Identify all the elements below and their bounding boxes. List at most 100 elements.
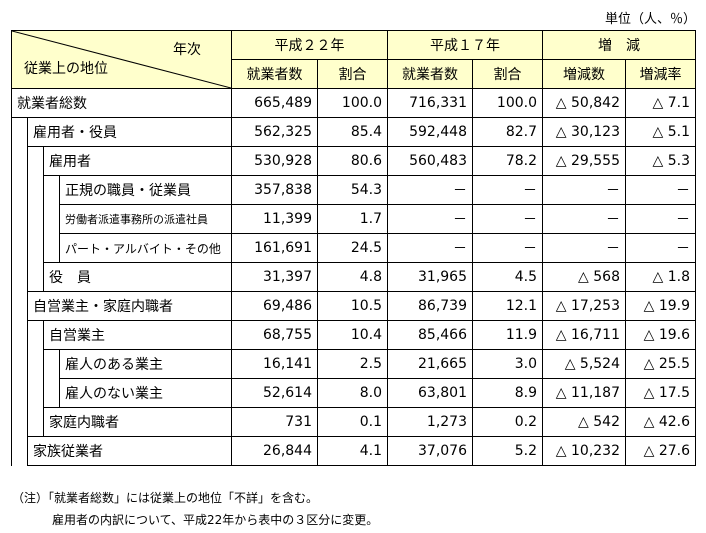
- cell: △ 27.6: [625, 436, 696, 466]
- cell: 1,273: [387, 407, 473, 437]
- cell: 80.6: [317, 146, 388, 176]
- cell: 592,448: [387, 117, 473, 147]
- unit-label: 単位（人、％）: [604, 12, 696, 27]
- cell: 716,331: [387, 88, 473, 118]
- cell: －: [387, 175, 473, 205]
- sub-header: 増減率: [625, 59, 696, 89]
- group-change: 増 減: [542, 30, 696, 60]
- footnotes: （注）「就業者総数」には従業上の地位「不詳」を含む。 雇用者の内訳について、平成…: [12, 487, 378, 531]
- row-label: 役 員: [43, 262, 232, 292]
- cell: 357,838: [231, 175, 318, 205]
- cell: △ 542: [542, 407, 626, 437]
- cell: －: [625, 233, 696, 263]
- cell: 8.9: [472, 378, 543, 408]
- indent-cell: [11, 291, 28, 466]
- cell: △ 5.3: [625, 146, 696, 176]
- cell: －: [625, 204, 696, 234]
- cell: 78.2: [472, 146, 543, 176]
- cell: 731: [231, 407, 318, 437]
- cell: △ 16,711: [542, 320, 626, 350]
- cell: 10.5: [317, 291, 388, 321]
- cell: 530,928: [231, 146, 318, 176]
- cell: △ 42.6: [625, 407, 696, 437]
- cell: △ 7.1: [625, 88, 696, 118]
- cell: △ 19.9: [625, 291, 696, 321]
- cell: 31,397: [231, 262, 318, 292]
- cell: △ 5,524: [542, 349, 626, 379]
- sub-header: 就業者数: [387, 59, 473, 89]
- row-label: 労働者派遣事務所の派遣社員: [59, 204, 232, 234]
- diagonal-line: [12, 31, 231, 88]
- table-row: 家族従業者 26,844 4.1 37,076 5.2 △ 10,232 △ 2…: [12, 436, 696, 466]
- cell: 665,489: [231, 88, 318, 118]
- table-row: 自営業主・家庭内職者 69,486 10.5 86,739 12.1 △ 17,…: [11, 291, 696, 466]
- note-2: 雇用者の内訳について、平成22年から表中の３区分に変更。: [52, 513, 379, 527]
- group-h17: 平成１７年: [387, 30, 543, 60]
- cell: 4.5: [472, 262, 543, 292]
- cell: 82.7: [472, 117, 543, 147]
- indent-cell: [43, 349, 60, 408]
- cell: 24.5: [317, 233, 388, 263]
- cell: 31,965: [387, 262, 473, 292]
- cell: －: [472, 233, 543, 263]
- cell: 63,801: [387, 378, 473, 408]
- cell: 2.5: [317, 349, 388, 379]
- row-label: 正規の職員・従業員: [59, 175, 232, 205]
- sub-header: 増減数: [542, 59, 626, 89]
- row-label: 雇人のない業主: [59, 378, 232, 408]
- cell: 86,739: [387, 291, 473, 321]
- cell: －: [625, 175, 696, 205]
- cell: △ 25.5: [625, 349, 696, 379]
- indent-cell: [27, 320, 44, 437]
- cell: 54.3: [317, 175, 388, 205]
- header-corner: 年次 従業上の地位: [11, 30, 232, 89]
- cell: 1.7: [317, 204, 388, 234]
- cell: △ 568: [542, 262, 626, 292]
- cell: 562,325: [231, 117, 318, 147]
- sub-header: 就業者数: [231, 59, 318, 89]
- table-row: パート・アルバイト・その他 161,691 24.5 － － － －: [12, 233, 696, 263]
- table-row: 自営業主 68,755 10.4 85,466 11.9 △ 16,711 △ …: [12, 320, 696, 437]
- cell: △ 11,187: [542, 378, 626, 408]
- row-label: 雇用者: [43, 146, 232, 176]
- indent-cell: [11, 117, 28, 292]
- cell: －: [387, 233, 473, 263]
- cell: －: [542, 233, 626, 263]
- cell: △ 1.8: [625, 262, 696, 292]
- row-label: 家族従業者: [27, 436, 232, 466]
- row-label: 自営業主: [43, 320, 232, 350]
- row-label: 家庭内職者: [43, 407, 232, 437]
- table-row: 労働者派遣事務所の派遣社員 11,399 1.7 － － － －: [12, 204, 696, 234]
- cell: 52,614: [231, 378, 318, 408]
- cell: －: [542, 204, 626, 234]
- cell: △ 19.6: [625, 320, 696, 350]
- table-row: 就業者総数 665,489 100.0 716,331 100.0 △ 50,8…: [11, 88, 696, 118]
- cell: △ 10,232: [542, 436, 626, 466]
- employment-table: 年次 従業上の地位 平成２２年 平成１７年 増 減 就業者数 割合 就業者数 割…: [11, 30, 696, 466]
- cell: 26,844: [231, 436, 318, 466]
- cell: 4.8: [317, 262, 388, 292]
- cell: －: [472, 175, 543, 205]
- table-row: 正規の職員・従業員 357,838 54.3 － － － －: [12, 175, 696, 263]
- cell: －: [542, 175, 626, 205]
- status-axis-label: 従業上の地位: [24, 61, 108, 77]
- cell: 100.0: [472, 88, 543, 118]
- cell: 85,466: [387, 320, 473, 350]
- cell: △ 17,253: [542, 291, 626, 321]
- row-label: パート・アルバイト・その他: [59, 233, 232, 263]
- cell: 0.1: [317, 407, 388, 437]
- cell: 68,755: [231, 320, 318, 350]
- cell: 100.0: [317, 88, 388, 118]
- cell: 560,483: [387, 146, 473, 176]
- indent-cell: [27, 146, 44, 292]
- note-1: （注）「就業者総数」には従業上の地位「不詳」を含む。: [12, 491, 319, 505]
- group-h22: 平成２２年: [231, 30, 388, 60]
- sub-header: 割合: [317, 59, 388, 89]
- row-label: 雇人のある業主: [59, 349, 232, 379]
- cell: △ 30,123: [542, 117, 626, 147]
- row-label: 雇用者・役員: [27, 117, 232, 147]
- cell: 37,076: [387, 436, 473, 466]
- cell: 85.4: [317, 117, 388, 147]
- cell: 16,141: [231, 349, 318, 379]
- cell: 69,486: [231, 291, 318, 321]
